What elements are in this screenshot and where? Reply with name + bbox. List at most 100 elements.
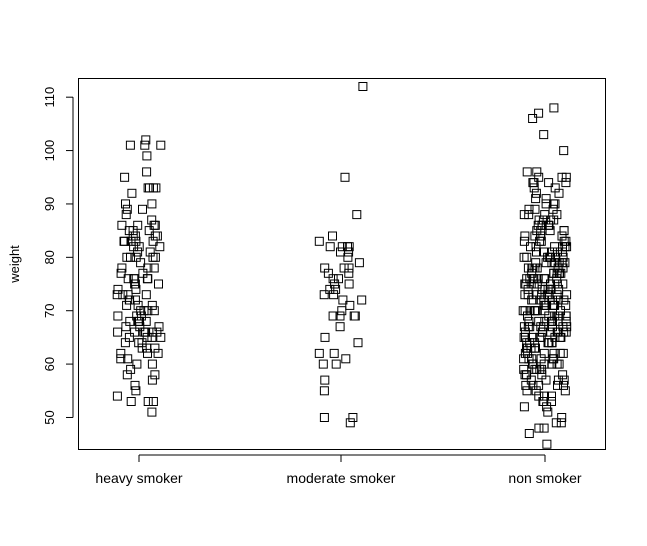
data-point	[145, 247, 155, 257]
data-point	[143, 348, 152, 358]
data-point	[134, 316, 143, 326]
data-point	[121, 322, 131, 332]
data-point	[529, 178, 539, 188]
data-point	[116, 354, 126, 364]
data-point	[344, 263, 354, 273]
data-point	[553, 247, 562, 257]
data-points	[112, 82, 572, 449]
data-point	[358, 82, 368, 91]
data-point	[532, 167, 542, 177]
data-point	[561, 300, 571, 310]
data-point	[552, 290, 562, 300]
data-point	[522, 252, 532, 262]
data-point	[541, 375, 551, 385]
data-point	[524, 429, 534, 438]
data-point	[539, 423, 549, 433]
data-point	[520, 290, 530, 300]
data-point	[338, 295, 348, 305]
data-point	[133, 220, 143, 230]
y-tick-label: 70	[42, 303, 57, 317]
y-tick-label: 80	[42, 250, 57, 264]
data-point	[544, 178, 554, 188]
data-point	[537, 290, 547, 300]
data-point	[520, 279, 530, 289]
data-point	[522, 370, 532, 380]
data-point	[344, 242, 354, 252]
data-point	[523, 284, 533, 294]
data-point	[331, 359, 341, 369]
data-point	[325, 242, 335, 252]
data-point	[147, 332, 157, 342]
data-point	[547, 391, 556, 401]
data-point	[529, 183, 539, 193]
data-point	[531, 188, 541, 198]
data-point	[534, 380, 544, 390]
data-point	[141, 290, 151, 300]
data-point	[552, 210, 562, 220]
data-point	[119, 236, 129, 246]
data-point	[519, 364, 529, 374]
data-point	[339, 263, 349, 273]
data-point	[560, 386, 570, 396]
data-point	[149, 220, 159, 230]
data-point	[552, 359, 562, 369]
data-point	[147, 375, 157, 385]
data-point	[559, 375, 569, 385]
data-point	[345, 418, 355, 428]
data-point	[145, 183, 154, 193]
data-point	[136, 311, 146, 321]
data-point	[527, 295, 537, 305]
data-point	[149, 263, 159, 273]
data-point	[534, 172, 544, 182]
data-point	[530, 204, 540, 214]
data-point	[341, 354, 351, 364]
data-point	[531, 242, 541, 252]
data-point	[553, 380, 562, 390]
data-point	[561, 236, 571, 246]
data-point	[542, 439, 552, 449]
data-point	[126, 252, 135, 262]
data-point	[330, 279, 340, 289]
data-point	[120, 172, 130, 182]
data-point	[348, 413, 358, 422]
data-point	[527, 354, 537, 364]
data-point	[531, 343, 540, 353]
data-point	[323, 268, 333, 278]
data-point	[556, 332, 566, 342]
data-point	[335, 311, 345, 321]
data-point	[552, 274, 562, 284]
data-point	[329, 290, 339, 300]
data-point	[344, 268, 354, 278]
data-point	[349, 311, 359, 321]
data-point	[559, 146, 569, 156]
series-2	[518, 103, 572, 449]
data-point	[545, 226, 555, 236]
data-point	[536, 231, 546, 241]
data-point	[131, 386, 141, 396]
data-point	[549, 268, 559, 278]
data-point	[150, 252, 160, 262]
x-axis: heavy smoker moderate smoker non smoker	[95, 454, 582, 486]
data-point	[127, 188, 137, 198]
data-point	[344, 279, 354, 289]
data-point	[523, 311, 532, 321]
data-point	[120, 338, 130, 348]
data-point	[148, 397, 158, 406]
data-point	[133, 247, 143, 257]
data-point	[542, 402, 552, 412]
data-point	[547, 397, 556, 406]
data-point	[130, 295, 140, 305]
data-point	[112, 391, 122, 401]
data-point	[343, 252, 353, 262]
data-point	[143, 306, 153, 316]
data-point	[319, 290, 329, 300]
data-point	[132, 311, 142, 321]
data-point	[352, 210, 362, 220]
data-point	[149, 306, 159, 316]
data-point	[534, 423, 544, 433]
data-point	[519, 332, 529, 342]
data-point	[143, 274, 153, 284]
data-point	[353, 338, 363, 348]
data-point	[529, 279, 539, 289]
